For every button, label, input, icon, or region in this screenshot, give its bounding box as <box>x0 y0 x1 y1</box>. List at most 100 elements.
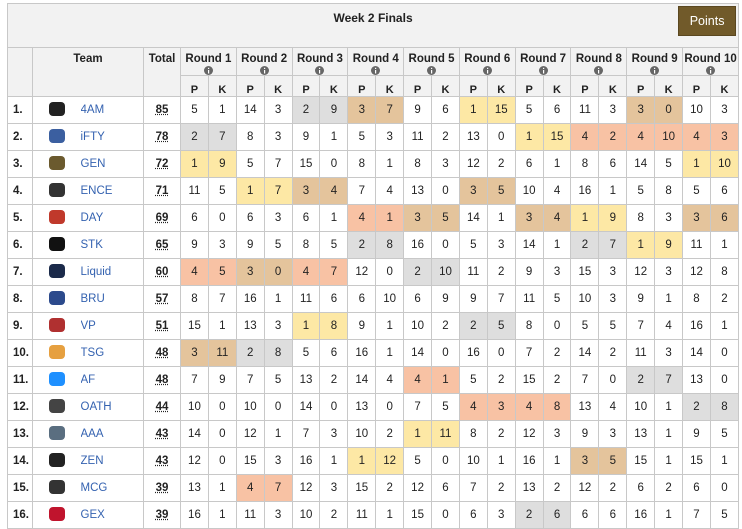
kills: 8 <box>376 232 404 259</box>
round-header: Round 6 <box>459 48 515 76</box>
kills: 2 <box>599 124 627 151</box>
kills: 1 <box>543 232 571 259</box>
team-name[interactable]: ZEN <box>81 448 144 475</box>
placement: 7 <box>627 313 655 340</box>
placement: 14 <box>236 97 264 124</box>
placement: 7 <box>683 502 711 529</box>
kills: 7 <box>264 475 292 502</box>
info-icon[interactable] <box>315 66 324 75</box>
round-label: Round 7 <box>520 53 566 65</box>
team-name[interactable]: STK <box>81 232 144 259</box>
team-name[interactable]: GEX <box>81 502 144 529</box>
info-icon[interactable] <box>204 66 213 75</box>
kills: 2 <box>320 367 348 394</box>
kills: 5 <box>543 286 571 313</box>
kills: 2 <box>599 475 627 502</box>
rank: 2. <box>8 124 33 151</box>
kills: 7 <box>264 151 292 178</box>
round-label: Round 8 <box>576 53 622 65</box>
kills: 0 <box>432 340 460 367</box>
sub-header: K <box>655 76 683 97</box>
placement: 4 <box>459 394 487 421</box>
placement: 9 <box>348 313 376 340</box>
info-icon[interactable] <box>706 66 715 75</box>
placement: 3 <box>404 205 432 232</box>
sub-header: K <box>208 76 236 97</box>
total: 71 <box>144 178 181 205</box>
team-name[interactable]: BRU <box>81 286 144 313</box>
placement: 15 <box>627 448 655 475</box>
placement: 12 <box>571 475 599 502</box>
info-icon[interactable] <box>427 66 436 75</box>
total-header: Total <box>144 48 181 97</box>
team-name[interactable]: TSG <box>81 340 144 367</box>
round-label: Round 3 <box>297 53 343 65</box>
kills: 1 <box>208 502 236 529</box>
placement: 8 <box>515 313 543 340</box>
sub-header: P <box>292 76 320 97</box>
info-icon[interactable] <box>539 66 548 75</box>
kills: 3 <box>376 124 404 151</box>
info-icon[interactable] <box>650 66 659 75</box>
team-row: 2. iFTY 78 2 7 8 3 9 1 5 3 11 2 13 0 1 15 4 2 4 10 4 3 <box>8 124 739 151</box>
kills: 1 <box>320 124 348 151</box>
placement: 2 <box>627 367 655 394</box>
team-name[interactable]: DAY <box>81 205 144 232</box>
rank: 4. <box>8 178 33 205</box>
info-icon[interactable] <box>260 66 269 75</box>
kills: 1 <box>710 232 738 259</box>
kills: 7 <box>599 232 627 259</box>
kills: 9 <box>432 286 460 313</box>
total: 69 <box>144 205 181 232</box>
team-row: 7. Liquid 60 4 5 3 0 4 7 12 0 2 10 11 2 9 3 15 3 12 3 12 8 <box>8 259 739 286</box>
round-header: Round 2 <box>236 48 292 76</box>
team-logo <box>42 262 72 280</box>
team-name[interactable]: Liquid <box>81 259 144 286</box>
info-icon[interactable] <box>371 66 380 75</box>
rank: 9. <box>8 313 33 340</box>
info-icon[interactable] <box>594 66 603 75</box>
team-name[interactable]: GEN <box>81 151 144 178</box>
team-name[interactable]: AAA <box>81 421 144 448</box>
placement: 5 <box>292 340 320 367</box>
kills: 3 <box>543 259 571 286</box>
sub-header: K <box>599 76 627 97</box>
team-logo <box>42 343 72 361</box>
team-name[interactable]: AF <box>81 367 144 394</box>
placement: 1 <box>292 313 320 340</box>
team-logo <box>42 289 72 307</box>
placement: 10 <box>348 421 376 448</box>
kills: 7 <box>208 286 236 313</box>
round-label: Round 6 <box>464 53 510 65</box>
info-icon[interactable] <box>483 66 492 75</box>
kills: 1 <box>264 421 292 448</box>
round-label: Round 4 <box>353 53 399 65</box>
team-row: 14. ZEN 43 12 0 15 3 16 1 1 12 5 0 10 1 16 1 3 5 15 1 15 1 <box>8 448 739 475</box>
team-name[interactable]: ENCE <box>81 178 144 205</box>
points-button[interactable]: Points <box>678 6 736 36</box>
placement: 15 <box>348 475 376 502</box>
round-header: Round 3 <box>292 48 348 76</box>
placement: 15 <box>404 502 432 529</box>
sub-header: K <box>320 76 348 97</box>
team-name[interactable]: 4AM <box>81 97 144 124</box>
round-label: Round 2 <box>241 53 287 65</box>
kills: 4 <box>655 313 683 340</box>
team-row: 11. AF 48 7 9 7 5 13 2 14 4 4 1 5 2 15 2 7 0 2 7 13 0 <box>8 367 739 394</box>
kills: 0 <box>208 394 236 421</box>
kills: 3 <box>264 205 292 232</box>
kills: 3 <box>264 448 292 475</box>
team-name[interactable]: iFTY <box>81 124 144 151</box>
kills: 9 <box>208 367 236 394</box>
kills: 6 <box>710 205 738 232</box>
kills: 8 <box>320 313 348 340</box>
team-row: 4. ENCE 71 11 5 1 7 3 4 7 4 13 0 3 5 10 4 16 1 5 8 5 6 <box>8 178 739 205</box>
kills: 0 <box>432 232 460 259</box>
kills: 3 <box>320 421 348 448</box>
placement: 2 <box>683 394 711 421</box>
team-name[interactable]: MCG <box>81 475 144 502</box>
team-name[interactable]: VP <box>81 313 144 340</box>
kills: 3 <box>599 421 627 448</box>
placement: 13 <box>181 475 209 502</box>
team-name[interactable]: OATH <box>81 394 144 421</box>
